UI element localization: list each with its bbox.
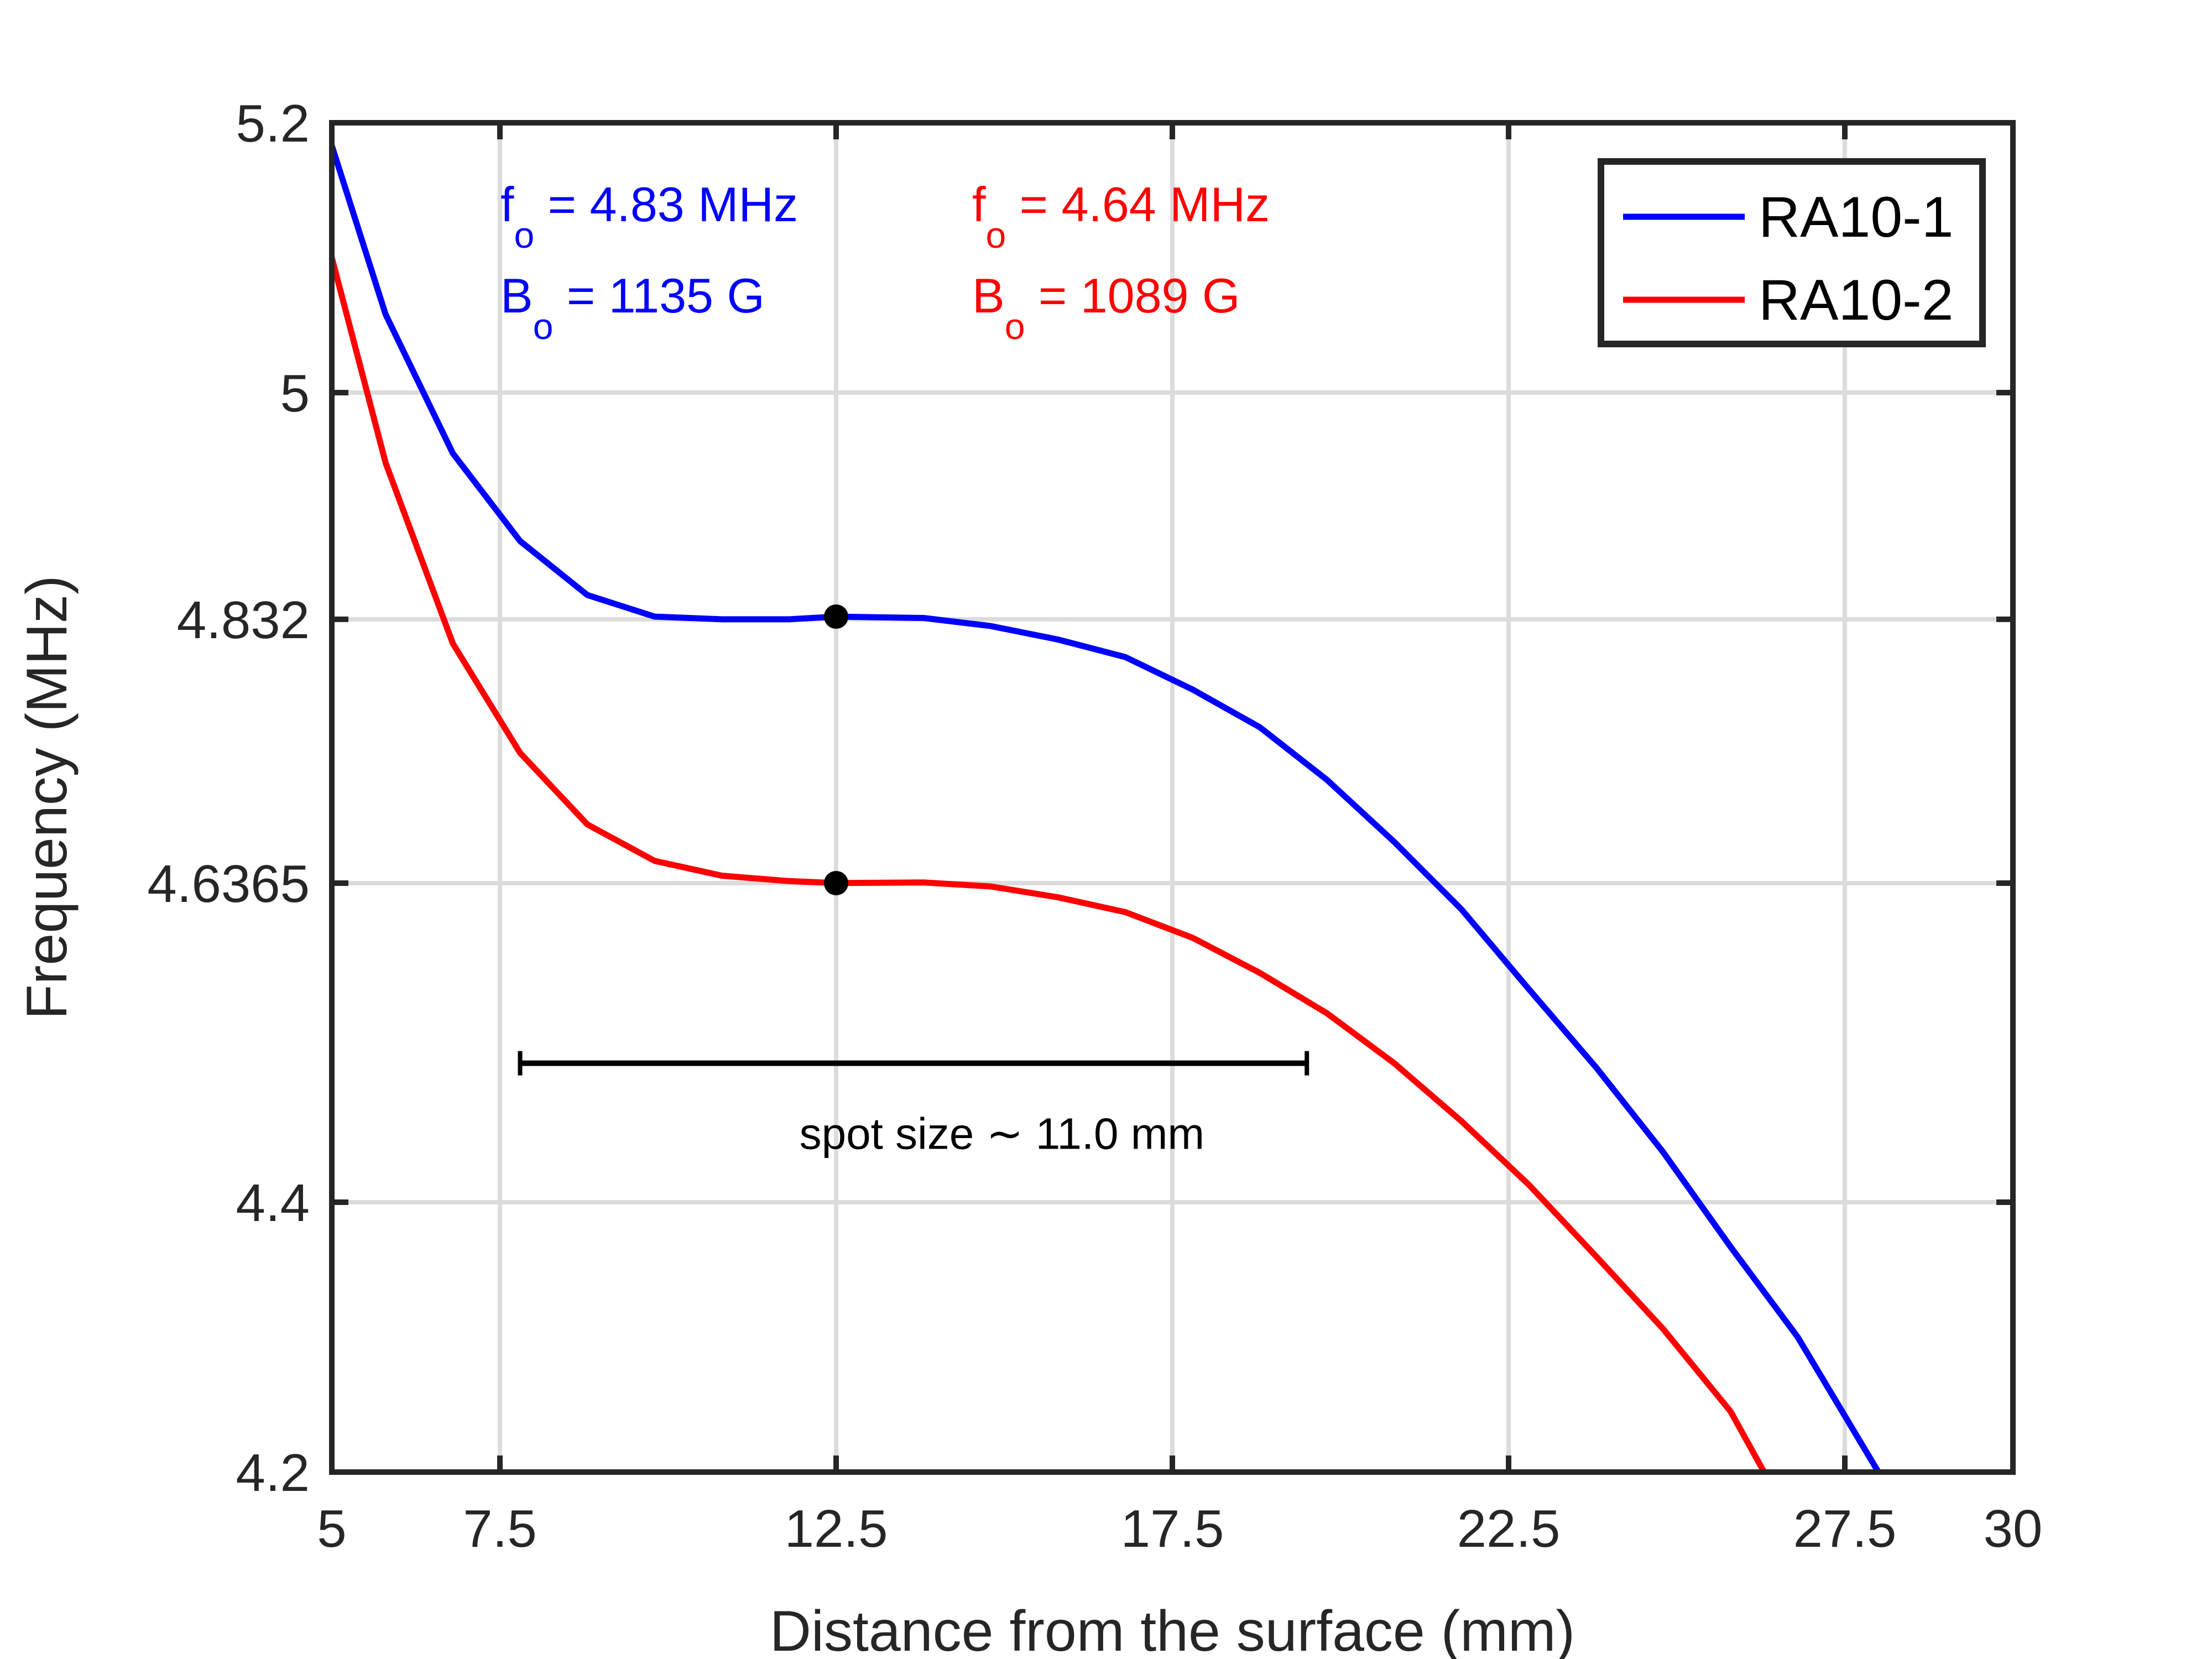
- annotation-symbol: f: [972, 177, 986, 232]
- x-tick-label: 5: [317, 1499, 346, 1558]
- annotation-subscript: o: [985, 215, 1006, 255]
- grid-lines: [332, 123, 2013, 1472]
- legend-box: [1598, 158, 1986, 347]
- y-tick-label: 5: [280, 364, 310, 423]
- axes: 5 7.5 12.5 17.5 22.5 27.5 30 4.2 4.4 4.6365 4.832 5…: [15, 94, 2042, 1659]
- annotation-symbol: B: [500, 268, 533, 323]
- annotation-value: = 1089 G: [1025, 268, 1240, 323]
- legend-label-ra10-1: RA10-1: [1759, 185, 1954, 249]
- x-tick-label: 30: [1984, 1499, 2043, 1558]
- y-tick-label: 4.2: [236, 1443, 310, 1503]
- legend-label-ra10-2: RA10-2: [1759, 268, 1954, 332]
- annotation-text: Bo = 1089 G: [972, 268, 1240, 347]
- annotation-symbol: B: [972, 268, 1005, 323]
- y-axis-title: Frequency (MHz): [15, 575, 79, 1019]
- annotation-value: = 4.64 MHz: [1006, 177, 1270, 232]
- annotation-subscript: o: [514, 215, 534, 255]
- x-tick-label: 7.5: [463, 1499, 536, 1558]
- annotation-text: Bo = 1135 G: [500, 268, 765, 347]
- x-tick-label: 22.5: [1457, 1499, 1561, 1558]
- x-tick-label: 27.5: [1793, 1499, 1897, 1558]
- x-tick-label: 12.5: [785, 1499, 888, 1558]
- annotation-text: fo = 4.64 MHz: [972, 177, 1270, 255]
- y-tick-label: 5.2: [236, 94, 310, 153]
- spot-size-label: spot size ∼ 11.0 mm: [800, 1109, 1204, 1159]
- y-tick-label: 4.4: [236, 1173, 310, 1233]
- x-axis-title: Distance from the surface (mm): [770, 1599, 1575, 1659]
- series-line-ra10-1: [328, 144, 1881, 1474]
- series-line-ra10-2: [328, 257, 1767, 1474]
- y-tick-label: 4.832: [177, 591, 310, 650]
- data-point-marker: [824, 604, 848, 629]
- legend: RA10-1 RA10-2: [1598, 158, 1986, 347]
- data-point-marker: [824, 870, 848, 895]
- x-tick-label: 17.5: [1121, 1499, 1224, 1558]
- y-tick-label: 4.6365: [147, 854, 310, 914]
- data-series: [328, 144, 1881, 1474]
- annotation-subscript: o: [533, 306, 554, 347]
- annotation-symbol: f: [500, 177, 514, 232]
- annotation-subscript: o: [1005, 306, 1025, 347]
- annotation-value: = 4.83 MHz: [534, 177, 798, 232]
- annotation-value: = 1135 G: [553, 268, 764, 323]
- annotation-text: fo = 4.83 MHz: [500, 177, 798, 255]
